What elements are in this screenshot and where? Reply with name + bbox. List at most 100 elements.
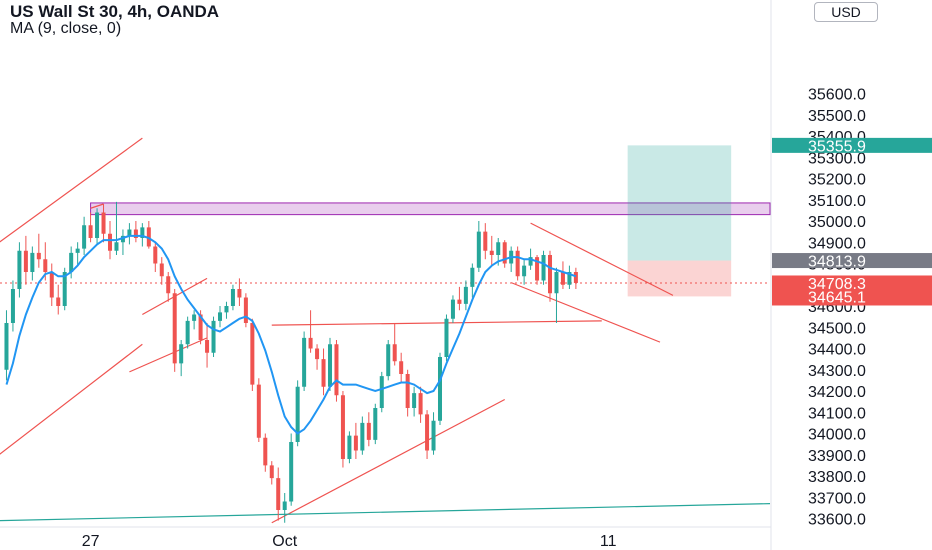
candle — [192, 310, 197, 330]
zone-resistance — [90, 202, 771, 216]
price-tick-label: 33900.0 — [808, 448, 866, 465]
candle-body — [405, 374, 410, 408]
price-tick-label: 35000.0 — [808, 214, 866, 231]
candle — [159, 257, 164, 285]
candle-body — [353, 435, 358, 451]
candle — [405, 369, 410, 417]
price-tick-label: 35500.0 — [808, 108, 866, 125]
candle-body — [295, 386, 300, 442]
candle-body — [276, 478, 281, 510]
candle — [185, 316, 190, 349]
price-tag-label: 35355.9 — [808, 138, 866, 155]
candle — [334, 340, 339, 402]
candle — [23, 235, 28, 285]
candle — [276, 467, 281, 521]
candle-body — [528, 257, 533, 266]
price-tick-label: 33800.0 — [808, 469, 866, 486]
candle-body — [23, 250, 28, 272]
candle-body — [120, 235, 125, 243]
candle-body — [560, 272, 565, 285]
price-tick-label: 34200.0 — [808, 384, 866, 401]
candle — [62, 267, 67, 311]
time-tick-label: 27 — [82, 533, 100, 550]
candle — [88, 212, 93, 243]
currency-button[interactable]: USD — [814, 2, 878, 22]
candle-body — [327, 344, 333, 387]
price-tag: 34813.9 — [772, 253, 932, 271]
candle-body — [496, 242, 501, 255]
price-tick-label: 34300.0 — [808, 363, 866, 380]
trend-line — [90, 203, 104, 209]
candle — [379, 371, 384, 413]
candle — [399, 352, 404, 383]
candle-body — [366, 422, 371, 440]
trend-line — [271, 398, 505, 524]
candle-body — [49, 272, 54, 298]
candle-body — [256, 384, 261, 438]
trend-line — [530, 222, 674, 296]
candle-body — [308, 337, 313, 349]
candle — [10, 280, 15, 332]
candle — [237, 278, 242, 306]
candle — [418, 386, 423, 423]
ma-legend[interactable]: MA (9, close, 0) — [10, 20, 122, 37]
candle — [522, 259, 527, 285]
candle — [269, 461, 274, 485]
candle — [412, 386, 417, 417]
candle — [56, 284, 61, 315]
candle-body — [166, 276, 171, 294]
candle-body — [282, 501, 287, 510]
candle-body — [82, 225, 87, 249]
candle-body — [30, 252, 35, 272]
price-tag-label: 34708.3 — [808, 276, 866, 293]
candle-body — [43, 259, 48, 272]
candle — [289, 433, 294, 506]
candle — [179, 340, 184, 377]
candle — [470, 263, 475, 298]
candle-body — [224, 306, 229, 313]
price-tick-label: 35100.0 — [808, 193, 866, 210]
candle — [282, 493, 287, 523]
candle-body — [107, 233, 113, 251]
candle-body — [347, 435, 352, 459]
symbol-title: US Wall St 30, 4h, OANDA — [10, 2, 220, 21]
candle — [49, 263, 54, 306]
candle — [140, 223, 145, 247]
candle-body — [230, 289, 235, 306]
candle — [230, 284, 235, 311]
candle-body — [502, 242, 507, 264]
candle-body — [515, 250, 520, 277]
candle — [476, 221, 481, 272]
price-tick-label: 34400.0 — [808, 342, 866, 359]
price-tag: 35355.9 — [772, 137, 932, 155]
candle-body — [133, 229, 138, 238]
candle — [205, 323, 210, 368]
candle-body — [159, 263, 164, 277]
candle-body — [412, 393, 417, 408]
candle-body — [573, 272, 578, 283]
price-tag-label: 34645.1 — [808, 289, 866, 306]
candle-body — [56, 297, 61, 306]
candle-body — [470, 267, 475, 287]
candle — [217, 306, 223, 328]
candle-body — [36, 252, 41, 260]
candle — [211, 316, 216, 357]
candle — [4, 310, 9, 381]
candle — [340, 391, 345, 468]
candle-body — [153, 246, 158, 264]
price-tag-bg — [772, 137, 932, 153]
price-tag-bg — [772, 253, 932, 269]
candle-body — [535, 257, 540, 281]
candle-body — [379, 376, 384, 408]
price-tick-label: 34500.0 — [808, 320, 866, 337]
price-tag: 34645.1 — [772, 288, 932, 306]
candle — [392, 323, 397, 366]
candle-body — [289, 442, 294, 502]
candle-body — [399, 361, 404, 374]
candle-body — [437, 357, 443, 421]
candle-body — [386, 344, 391, 377]
candle-body — [243, 297, 248, 323]
candle — [360, 416, 365, 455]
price-tag-label: 34813.9 — [808, 254, 866, 271]
